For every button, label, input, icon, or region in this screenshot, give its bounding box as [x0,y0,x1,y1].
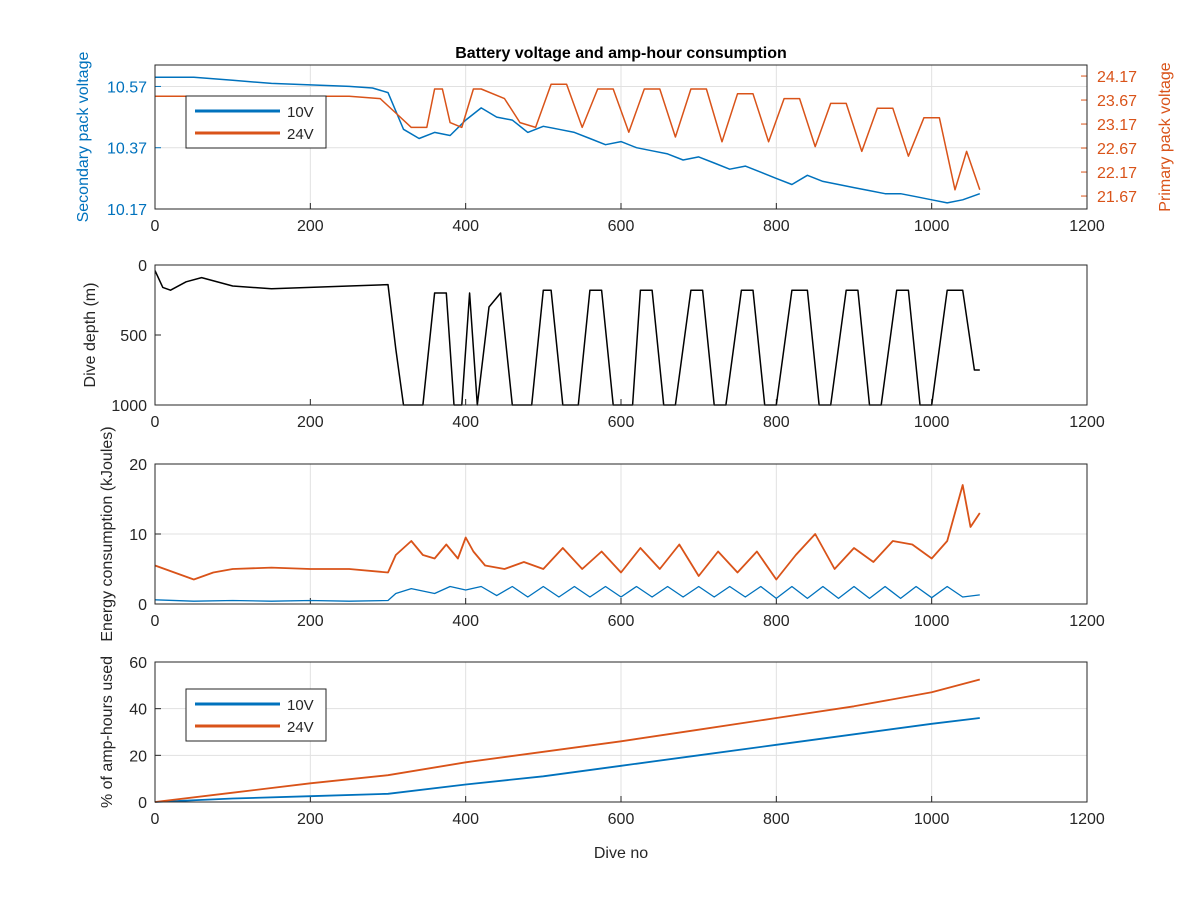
y-axis-label: % of amp-hours used [99,656,116,808]
x-tick-label: 400 [452,414,479,431]
x-tick-label: 400 [452,218,479,235]
legend-box [185,95,327,149]
y-tick-label: 40 [129,702,147,719]
series-line-10V [154,717,980,803]
y-axis-label-right: Primary pack voltage [1157,62,1174,211]
y-tick-label: 20 [129,748,147,765]
axes-box [154,463,1088,605]
x-tick-label: 1000 [914,218,950,235]
series-line-24V [155,83,981,191]
y-axis-label-left: Secondary pack voltage [75,52,92,223]
x-tick-label: 1200 [1069,218,1105,235]
x-tick-label: 1000 [914,613,950,630]
x-tick-label: 1200 [1069,811,1105,828]
x-tick-label: 1200 [1069,414,1105,431]
x-tick-label: 0 [151,613,160,630]
plot-area [155,265,1087,405]
legend-box [185,688,327,742]
legend-label-10V: 10V [287,104,314,121]
x-axis-label: Dive no [594,845,648,862]
x-tick-label: 600 [608,414,635,431]
y-tick-label: 10.37 [107,141,147,158]
x-tick-label: 600 [608,218,635,235]
x-tick-label: 200 [297,414,324,431]
x-tick-label: 800 [763,613,790,630]
y-tick-label: 10 [129,527,147,544]
y-tick-label: 10.17 [107,202,147,219]
axes-box [154,661,1088,803]
legend-label-24V: 24V [287,126,314,143]
y-right-tick-label: 22.67 [1097,141,1137,158]
y-tick-label: 0 [138,597,147,614]
chart-title: Battery voltage and amp-hour consumption [455,45,787,62]
y-axis-label: Energy consumption (kJoules) [99,426,116,641]
axes-2 [155,265,1087,405]
x-tick-label: 1000 [914,414,950,431]
axes-box [154,64,1088,210]
legend-label-10V: 10V [287,697,314,714]
axes-box [154,264,1088,406]
y-right-tick-label: 23.17 [1097,117,1137,134]
x-tick-label: 1200 [1069,613,1105,630]
series-line-10V [155,76,981,204]
y-tick-label: 0 [138,258,147,275]
y-tick-label: 0 [138,795,147,812]
y-right-tick-label: 21.67 [1097,189,1137,206]
x-tick-label: 0 [151,811,160,828]
x-tick-label: 800 [763,811,790,828]
x-tick-label: 200 [297,218,324,235]
y-right-tick-label: 24.17 [1097,69,1137,86]
y-tick-label: 500 [120,328,147,345]
x-tick-label: 600 [608,613,635,630]
y-tick-label: 10.57 [107,79,147,96]
x-tick-label: 0 [151,218,160,235]
x-tick-label: 1000 [914,811,950,828]
y-tick-label: 20 [129,457,147,474]
series-line-24V [154,678,981,803]
y-tick-label: 60 [129,655,147,672]
series-line-data [154,270,980,406]
x-tick-label: 0 [151,414,160,431]
y-right-tick-label: 22.17 [1097,165,1137,182]
x-tick-label: 800 [763,414,790,431]
legend-label-24V: 24V [287,719,314,736]
x-tick-label: 600 [608,811,635,828]
x-tick-label: 400 [452,811,479,828]
x-tick-label: 200 [297,811,324,828]
x-tick-label: 800 [763,218,790,235]
x-tick-label: 400 [452,613,479,630]
x-tick-label: 200 [297,613,324,630]
y-axis-label: Dive depth (m) [82,283,99,388]
y-tick-label: 1000 [111,398,147,415]
y-right-tick-label: 23.67 [1097,93,1137,110]
